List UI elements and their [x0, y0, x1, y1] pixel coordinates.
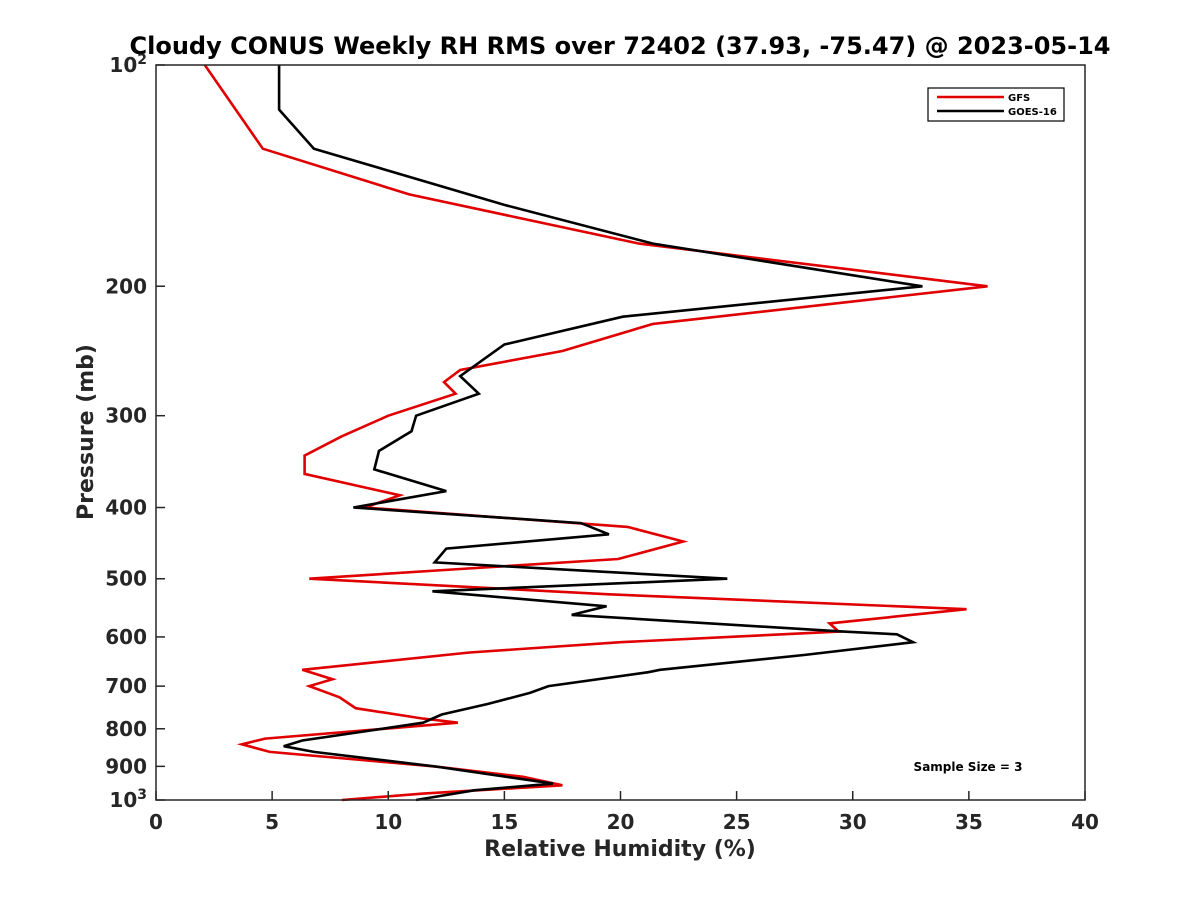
y-tick-label-base: 900 — [105, 754, 147, 778]
x-tick-label: 0 — [149, 810, 163, 834]
y-axis-label: Pressure (mb) — [74, 344, 99, 520]
legend-box — [927, 87, 1065, 122]
y-tick-label: 900 — [105, 754, 147, 778]
y-tick-label-base: 300 — [105, 404, 147, 428]
y-tick-label: 200 — [105, 274, 147, 298]
x-tick-label: 35 — [955, 810, 983, 834]
y-tick-label: 300 — [105, 404, 147, 428]
x-tick-label: 40 — [1071, 810, 1099, 834]
x-tick-label: 30 — [839, 810, 867, 834]
y-tick-label: 800 — [105, 717, 147, 741]
y-tick-label: 700 — [105, 674, 147, 698]
y-tick-label-base: 700 — [105, 674, 147, 698]
y-tick-label: 400 — [105, 496, 147, 520]
sample-size-annotation: Sample Size = 3 — [914, 760, 1023, 774]
y-tick-label-base: 800 — [105, 717, 147, 741]
x-tick-label: 10 — [374, 810, 402, 834]
x-tick-label: 20 — [607, 810, 635, 834]
y-tick-label-exponent: 3 — [137, 787, 147, 803]
x-axis-label: Relative Humidity (%) — [484, 837, 756, 862]
chart-title: Cloudy CONUS Weekly RH RMS over 72402 (3… — [130, 32, 1111, 60]
y-tick-label-base: 10 — [109, 788, 137, 812]
y-tick-label-base: 10 — [109, 53, 137, 77]
legend-label-goes-16: GOES-16 — [1008, 107, 1057, 118]
y-tick-label-base: 600 — [105, 625, 147, 649]
plot-lines — [203, 64, 988, 802]
legend: GFS GOES-16 — [927, 87, 1065, 122]
y-tick-label: 103 — [109, 787, 147, 812]
y-tick-label-base: 500 — [105, 567, 147, 591]
x-tick-label: 25 — [723, 810, 751, 834]
y-tick-label: 600 — [105, 625, 147, 649]
y-tick-label-exponent: 2 — [137, 52, 147, 68]
y-tick-label-base: 400 — [105, 496, 147, 520]
x-axis-ticks: 0 5 10 15 20 25 30 35 40 — [149, 791, 1099, 834]
series-line-goes-16 — [277, 65, 923, 802]
x-tick-label: 5 — [265, 810, 279, 834]
y-tick-label: 102 — [109, 52, 147, 77]
y-tick-label: 500 — [105, 567, 147, 591]
y-tick-label-base: 200 — [105, 274, 147, 298]
series-line-gfs — [203, 64, 988, 802]
x-tick-label: 15 — [490, 810, 518, 834]
legend-label-gfs: GFS — [1008, 93, 1030, 104]
